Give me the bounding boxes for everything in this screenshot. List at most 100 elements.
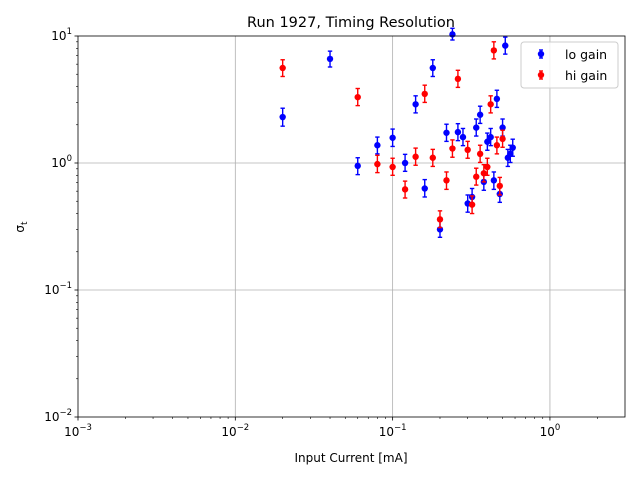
y-tick-label-exponent: 1 <box>67 27 72 37</box>
x-tick-label: 10−1 <box>379 423 407 439</box>
marker <box>493 95 501 103</box>
marker <box>459 133 467 141</box>
x-tick-label-exponent: −1 <box>394 423 407 433</box>
x-tick-label-base: 10 <box>379 425 394 439</box>
y-tick-label-exponent: −2 <box>59 408 72 418</box>
data-point-lo-gain <box>502 36 509 55</box>
data-point-lo-gain <box>493 89 501 109</box>
data-point-hi-gain <box>496 176 503 196</box>
x-tick-label-base: 10 <box>221 425 236 439</box>
marker <box>412 101 419 108</box>
marker <box>443 129 450 136</box>
y-tick-label: 100 <box>51 154 72 170</box>
y-tick-label: 10−2 <box>44 408 72 424</box>
data-point-lo-gain <box>401 153 409 173</box>
marker <box>487 133 494 141</box>
marker <box>374 142 381 149</box>
marker <box>493 142 501 149</box>
data-series <box>279 27 516 238</box>
legend-hi-gain-label: hi gain <box>565 68 607 83</box>
marker <box>464 146 471 154</box>
data-point-hi-gain <box>484 157 491 177</box>
marker <box>454 128 462 136</box>
legend-box <box>520 41 619 89</box>
marker <box>389 163 396 171</box>
x-tick-label: 10−3 <box>64 423 92 439</box>
data-point-hi-gain <box>412 147 419 166</box>
y-tick-label-exponent: 0 <box>67 154 72 164</box>
y-tick-label-base: 10 <box>51 29 66 43</box>
marker <box>279 64 286 72</box>
marker <box>449 31 456 38</box>
marker <box>487 101 494 108</box>
data-point-hi-gain <box>473 167 480 186</box>
y-axis-label-subscript: t <box>20 221 30 225</box>
data-point-hi-gain <box>389 157 396 177</box>
data-point-hi-gain <box>490 41 498 60</box>
data-point-lo-gain <box>374 136 381 155</box>
data-point-hi-gain <box>354 87 361 107</box>
marker <box>354 93 361 101</box>
x-tick-label-exponent: −2 <box>237 423 250 433</box>
data-point-lo-gain <box>459 127 467 147</box>
plot-frame <box>77 35 626 418</box>
marker <box>326 55 334 63</box>
marker <box>354 162 361 170</box>
data-point-hi-gain <box>464 140 471 159</box>
x-tick-label-base: 10 <box>64 425 79 439</box>
data-point-lo-gain <box>429 59 436 78</box>
marker <box>279 113 286 121</box>
data-point-lo-gain <box>476 105 484 125</box>
marker <box>509 144 516 151</box>
marker <box>484 138 491 145</box>
data-point-lo-gain <box>487 127 494 147</box>
marker <box>502 42 509 49</box>
marker <box>499 124 506 131</box>
marker <box>507 150 514 158</box>
marker <box>389 134 396 141</box>
marker <box>473 124 480 131</box>
data-point-hi-gain <box>454 69 462 89</box>
y-tick-label-base: 10 <box>44 410 59 424</box>
x-tick-label-base: 10 <box>540 425 555 439</box>
legend-lo-gain-label: lo gain <box>565 47 607 62</box>
data-point-hi-gain <box>401 180 409 199</box>
y-axis-label: σt <box>13 221 30 233</box>
data-point-lo-gain <box>326 50 334 68</box>
legend: lo gain hi gain <box>520 41 619 89</box>
y-tick-label-base: 10 <box>51 156 66 170</box>
data-point-lo-gain <box>354 157 361 176</box>
marker <box>476 150 484 158</box>
x-tick-label: 100 <box>540 423 561 439</box>
chart-title: Run 1927, Timing Resolution <box>247 15 455 31</box>
marker <box>468 201 476 208</box>
marker <box>429 154 436 161</box>
grid-lines <box>78 36 625 417</box>
marker <box>473 173 480 180</box>
data-point-lo-gain <box>421 178 428 198</box>
marker <box>490 47 498 54</box>
data-point-lo-gain <box>279 107 286 127</box>
data-point-hi-gain <box>421 84 428 104</box>
data-point-hi-gain <box>429 148 436 168</box>
data-point-hi-gain <box>436 210 444 229</box>
legend-entry-lo-gain: lo gain <box>537 47 607 62</box>
data-point-hi-gain <box>279 59 286 78</box>
marker <box>476 111 484 118</box>
x-tick-label-exponent: 0 <box>555 423 560 433</box>
x-axis-label: Input Current [mA] <box>294 451 407 465</box>
marker <box>436 216 444 223</box>
data-point-hi-gain <box>374 154 381 174</box>
marker <box>496 182 503 190</box>
data-point-hi-gain <box>443 171 450 191</box>
data-point-lo-gain <box>490 171 498 191</box>
y-tick-label-base: 10 <box>44 283 59 297</box>
data-point-lo-gain <box>454 122 462 142</box>
marker <box>490 177 498 184</box>
data-point-hi-gain <box>493 136 501 155</box>
data-point-hi-gain <box>476 144 484 164</box>
marker <box>421 90 428 98</box>
marker <box>412 153 419 160</box>
